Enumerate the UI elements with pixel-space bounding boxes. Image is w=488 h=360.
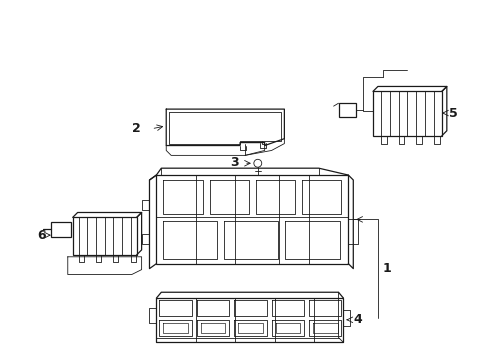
Bar (156, 175, 347, 264)
Text: 6: 6 (37, 229, 46, 242)
Bar (338, 103, 356, 117)
Bar (51, 222, 71, 237)
Text: 4: 4 (352, 313, 361, 326)
Text: 3: 3 (230, 156, 238, 169)
Bar (156, 298, 343, 342)
Text: 1: 1 (382, 262, 391, 275)
Bar (73, 217, 137, 255)
Bar (372, 91, 441, 136)
Text: 2: 2 (131, 122, 140, 135)
Text: 5: 5 (448, 107, 457, 120)
